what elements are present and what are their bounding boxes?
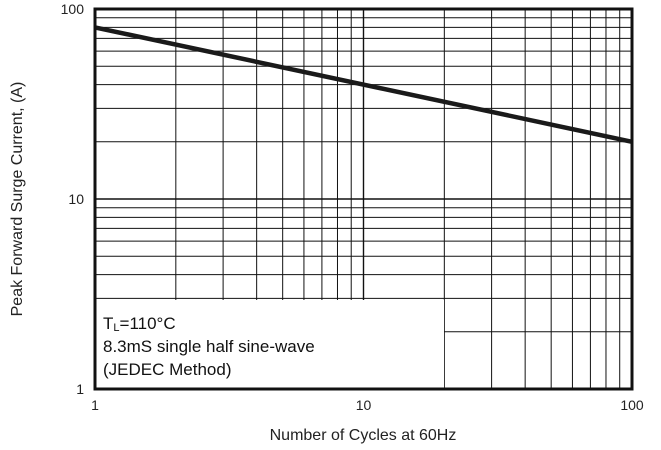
series-layer [94,25,633,145]
y-tick-label: 100 [61,1,85,17]
annotation-temperature: TL=110°C [103,314,176,334]
tick-labels: 1 10 100 1 10 100 [61,1,644,413]
y-axis-label: Peak Forward Surge Current, (A) [9,82,26,317]
plot-frame [93,7,634,391]
x-tick-label: 10 [356,397,372,413]
y-tick-label: 10 [68,191,84,207]
series-line [94,25,633,145]
grid-lines [95,9,632,389]
x-axis-label: Number of Cycles at 60Hz [270,427,457,444]
annotation-box [96,300,444,388]
y-tick-label: 1 [76,381,84,397]
annotation-waveform: 8.3mS single half sine-wave [103,337,315,356]
x-tick-label: 1 [91,397,99,413]
x-tick-label: 100 [620,397,644,413]
annotation-method: (JEDEC Method) [103,360,231,379]
